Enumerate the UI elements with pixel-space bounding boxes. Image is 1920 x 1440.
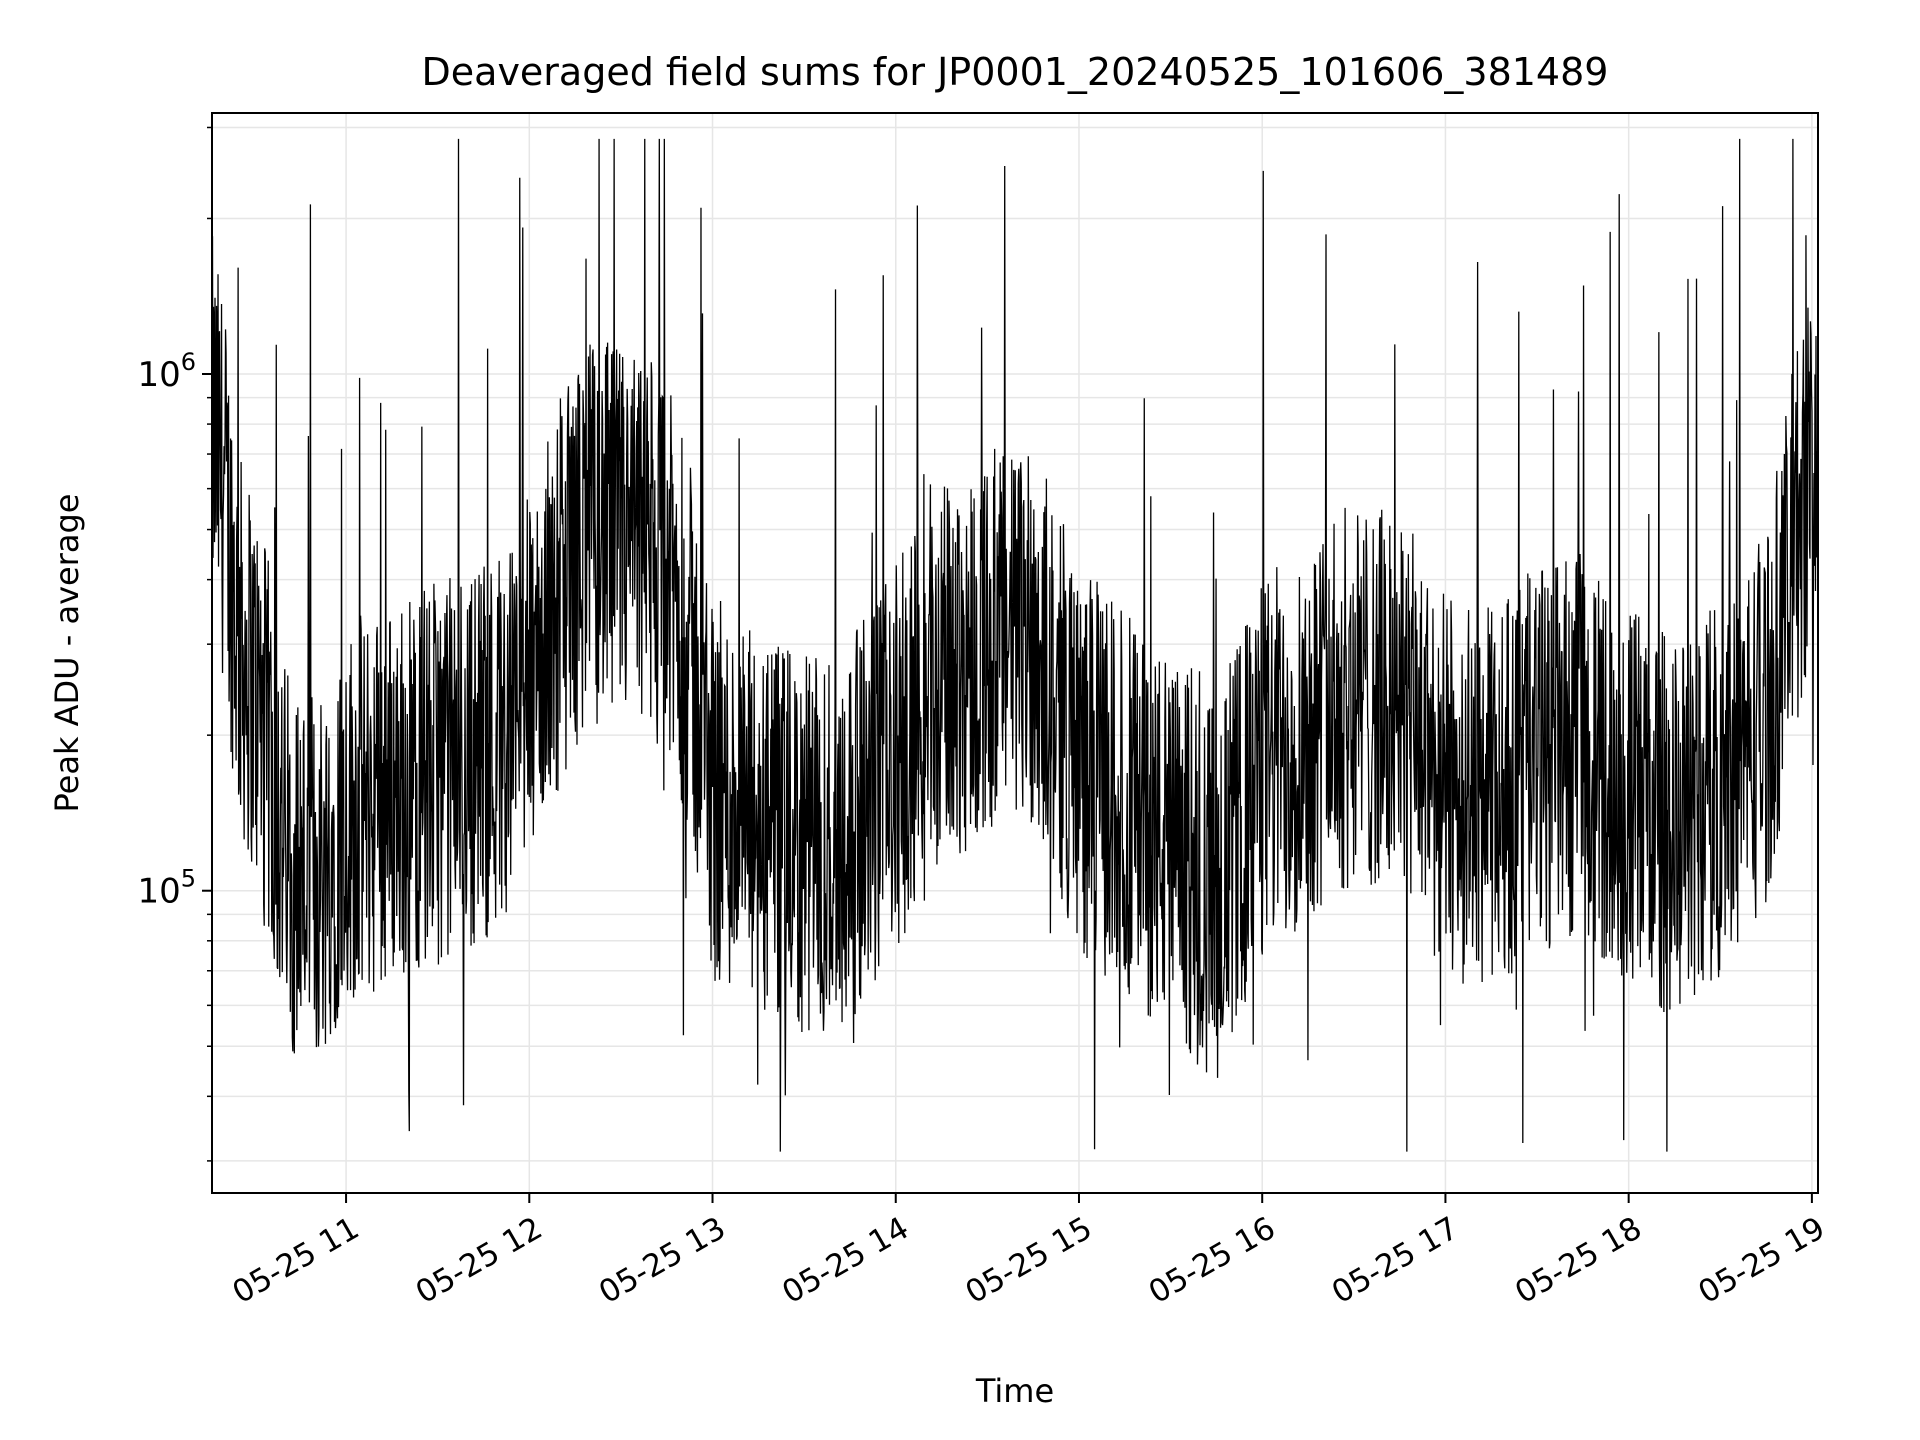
y-tick-label: 106 — [137, 348, 196, 395]
chart-title: Deaveraged field sums for JP0001_2024052… — [422, 50, 1609, 94]
plot-frame — [211, 112, 1819, 1194]
x-axis-label: Time — [975, 1372, 1054, 1410]
data-series — [211, 138, 1819, 1152]
y-axis: 105 106 — [137, 126, 212, 1162]
y-tick-label: 105 — [137, 865, 196, 912]
series-line — [211, 138, 1819, 1152]
y-axis-label: Peak ADU - average — [48, 494, 86, 813]
